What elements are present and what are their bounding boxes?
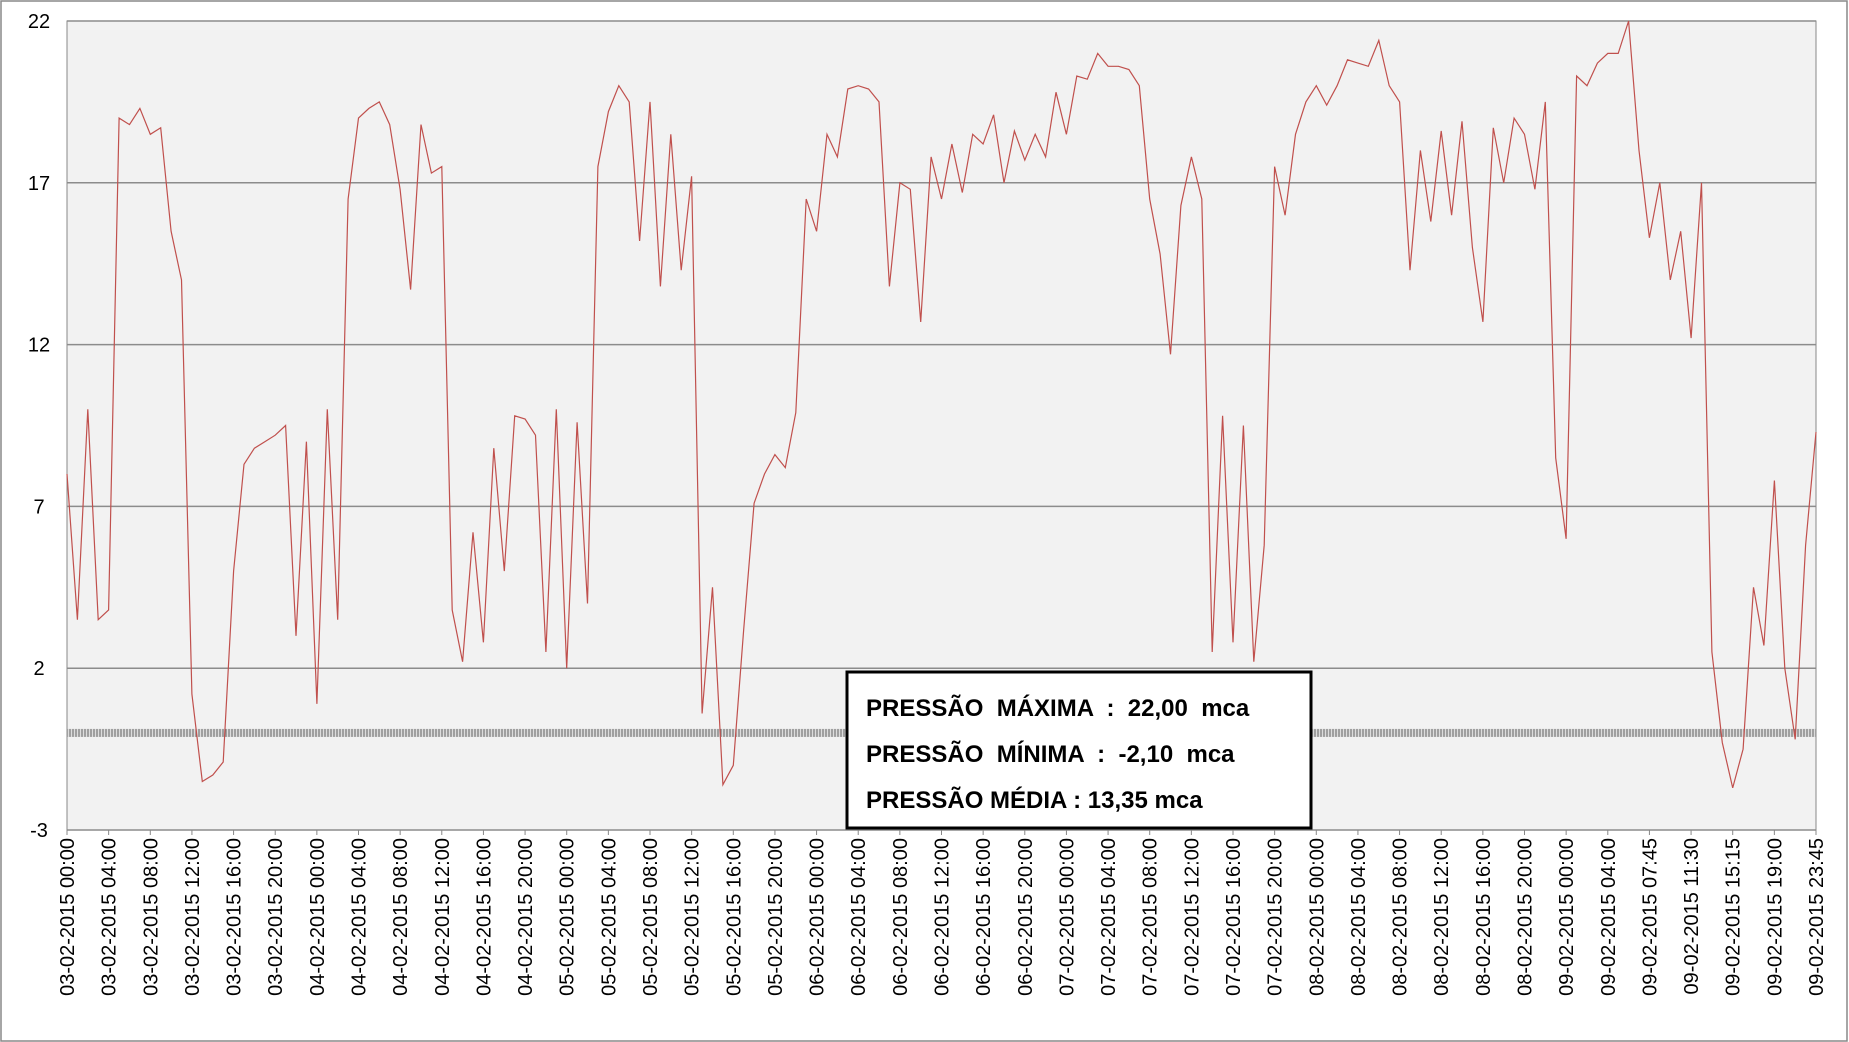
x-tick-label: 04-02-2015 00:00 — [307, 838, 329, 996]
x-tick-label: 08-02-2015 16:00 — [1473, 838, 1495, 996]
x-tick-label: 04-02-2015 12:00 — [432, 838, 454, 996]
x-tick-label: 03-02-2015 20:00 — [265, 838, 287, 996]
x-tick-label: 08-02-2015 20:00 — [1515, 838, 1537, 996]
x-tick-label: 04-02-2015 08:00 — [390, 838, 412, 996]
x-tick-label: 06-02-2015 20:00 — [1015, 838, 1037, 996]
x-tick-label: 03-02-2015 00:00 — [57, 838, 79, 996]
annotation: PRESSÃO MÁXIMA : 22,00 mca — [866, 694, 1250, 722]
y-tick-label: 7 — [33, 496, 44, 518]
x-tick-label: 09-02-2015 11:30 — [1681, 838, 1703, 994]
x-tick-label: 05-02-2015 08:00 — [640, 838, 662, 996]
annotation-frame — [845, 670, 1313, 830]
x-tick-label: 03-02-2015 08:00 — [140, 838, 162, 996]
x-tick-label: 04-02-2015 04:00 — [349, 838, 371, 996]
x-tick-label: 07-02-2015 08:00 — [1140, 838, 1162, 996]
x-tick-label: 09-02-2015 07:45 — [1639, 838, 1661, 996]
x-tick-label: 08-02-2015 04:00 — [1348, 838, 1370, 996]
x-tick-label: 09-02-2015 15:15 — [1723, 838, 1745, 996]
x-tick-label: 05-02-2015 00:00 — [557, 838, 579, 996]
x-tick-label: 05-02-2015 20:00 — [765, 838, 787, 996]
annotation: PRESSÃO MÉDIA : 13,35 mca — [866, 786, 1203, 814]
y-tick-label: 12 — [28, 335, 50, 357]
x-tick-label: 09-02-2015 19:00 — [1764, 838, 1786, 996]
x-tick-label: 08-02-2015 12:00 — [1431, 838, 1453, 996]
x-tick-label: 07-02-2015 00:00 — [1056, 838, 1078, 996]
x-tick-label: 09-02-2015 23:45 — [1806, 838, 1828, 996]
x-tick-label: 07-02-2015 04:00 — [1098, 838, 1120, 996]
annotation: PRESSÃO MÍNIMA : -2,10 mca — [866, 740, 1235, 768]
y-tick-label: 22 — [28, 11, 50, 33]
x-tick-label: 07-02-2015 12:00 — [1181, 838, 1203, 996]
x-tick-label: 07-02-2015 16:00 — [1223, 838, 1245, 996]
x-tick-label: 06-02-2015 08:00 — [890, 838, 912, 996]
x-tick-label: 06-02-2015 04:00 — [848, 838, 870, 996]
x-tick-label: 04-02-2015 20:00 — [515, 838, 537, 996]
x-tick-label: 08-02-2015 00:00 — [1306, 838, 1328, 996]
x-tick-label: 06-02-2015 12:00 — [932, 838, 954, 996]
x-tick-label: 04-02-2015 16:00 — [473, 838, 495, 996]
x-tick-label: 07-02-2015 20:00 — [1265, 838, 1287, 996]
x-tick-label: 05-02-2015 04:00 — [598, 838, 620, 996]
x-tick-label: 03-02-2015 04:00 — [99, 838, 121, 996]
y-tick-label: 17 — [28, 173, 50, 195]
line-series — [66, 20, 1817, 789]
x-tick-label: 03-02-2015 12:00 — [182, 838, 204, 996]
x-tick-label: 06-02-2015 00:00 — [807, 838, 829, 996]
y-tick-label: 2 — [33, 658, 44, 680]
x-tick-label: 06-02-2015 16:00 — [973, 838, 995, 996]
y-tick-label: -3 — [30, 820, 48, 842]
x-tick-label: 09-02-2015 04:00 — [1598, 838, 1620, 996]
x-tick-label: 08-02-2015 08:00 — [1390, 838, 1412, 996]
x-tick-label: 09-02-2015 00:00 — [1556, 838, 1578, 996]
x-tick-label: 05-02-2015 16:00 — [723, 838, 745, 996]
x-tick-label: 05-02-2015 12:00 — [682, 838, 704, 996]
x-tick-label: 03-02-2015 16:00 — [224, 838, 246, 996]
annotation-box: PRESSÃO MÁXIMA : 22,00 mca PRESSÃO MÍNIMA… — [845, 670, 1313, 830]
